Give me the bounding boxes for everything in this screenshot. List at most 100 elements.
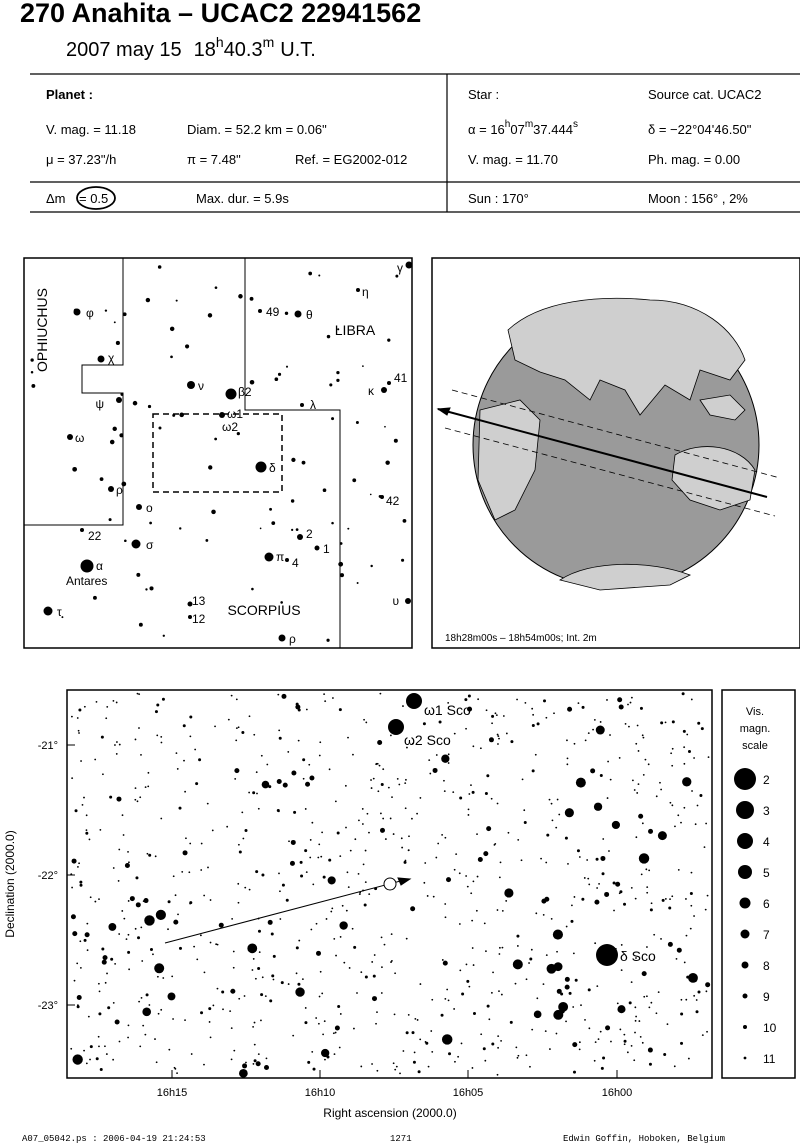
star [83,938,87,942]
star [85,829,88,832]
star [76,1005,80,1009]
footer-number: 1271 [390,1134,412,1144]
star [424,1041,427,1043]
star [638,853,650,864]
star [468,793,471,795]
star [323,693,326,696]
star [459,796,463,800]
star-heading: Star : [468,87,499,102]
star [383,943,386,946]
star [470,892,473,895]
star [206,802,209,805]
star [369,493,372,496]
star [515,1046,518,1049]
star [476,875,479,878]
star [160,741,163,744]
star [127,933,130,936]
star [405,261,413,269]
star [556,798,559,801]
star [523,820,527,824]
star [230,694,233,697]
star-label: ω [75,431,84,445]
star [258,309,262,313]
star [271,521,276,526]
star [364,849,367,852]
star [553,1009,564,1020]
star [281,693,287,699]
star [252,1063,255,1065]
star [109,795,113,799]
star [364,881,367,884]
star [498,990,500,993]
star [634,1031,636,1034]
star-label: χ [108,351,115,365]
star [304,808,307,810]
star [146,852,149,855]
star [657,991,660,994]
star [244,829,248,833]
star [324,700,327,703]
star [225,388,237,400]
star [241,731,245,735]
star [597,1038,600,1040]
star [373,954,376,956]
star [288,840,290,843]
planet-diam: Diam. = 52.2 km = 0.06" [187,122,327,137]
star [77,866,79,868]
star [510,740,514,744]
star [596,985,599,988]
star [467,814,470,816]
star [364,975,368,979]
star [435,856,438,859]
star [407,1013,410,1016]
star [301,978,304,981]
star [291,528,294,532]
star [299,860,303,864]
star [610,1040,612,1043]
star [584,739,587,742]
star [114,744,116,746]
scale-entry: 7 [763,928,770,942]
star [444,836,447,839]
star [85,1062,88,1065]
star [30,370,34,374]
star [209,941,212,944]
star [304,1021,308,1025]
star [411,817,413,820]
star [467,694,471,698]
star [353,945,357,949]
star [555,1032,558,1035]
star [444,903,447,905]
star [496,733,499,736]
star [402,518,407,523]
star [157,1012,160,1015]
star [218,922,224,928]
star-label: ω1 [227,407,243,421]
star [115,753,118,755]
star [488,1018,491,1021]
star [687,1057,690,1060]
star [638,813,644,819]
star [499,861,502,864]
star [653,933,656,936]
star [552,929,563,940]
star [189,715,193,719]
star [482,1047,486,1051]
star [389,734,392,737]
star [596,944,618,966]
star [156,703,160,707]
star [141,960,144,962]
star [472,745,475,748]
star [131,539,141,549]
star [490,797,493,800]
star [663,1052,667,1056]
star [475,909,478,912]
star [251,587,254,591]
star [237,901,240,904]
star [573,896,576,898]
star [594,899,600,905]
time-m: 40.3 [224,39,263,61]
star [278,634,286,642]
star [392,1062,395,1065]
scale-entry: 6 [763,897,770,911]
